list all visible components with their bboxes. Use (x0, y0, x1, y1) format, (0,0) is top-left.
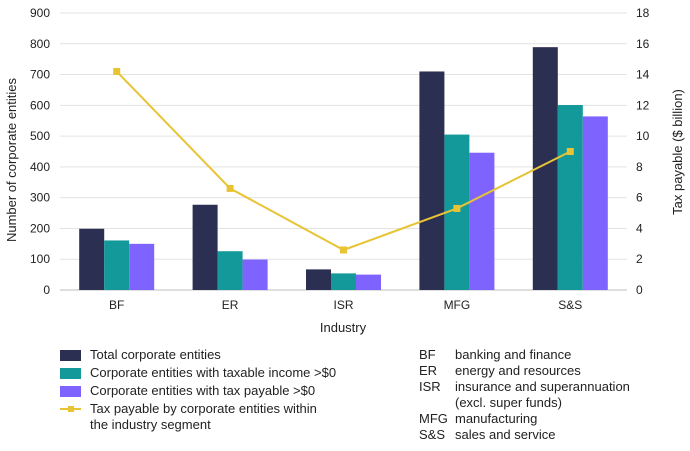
legend-line-swatch (60, 406, 81, 412)
y2-tick-label: 0 (636, 283, 643, 297)
abbreviation-code: S&S (419, 427, 446, 442)
y-tick-label: 300 (30, 191, 50, 205)
legend-item-tax-line: Tax payable by corporate entities within… (60, 401, 336, 433)
x-tick-label: MFG (444, 298, 471, 312)
y2-tick-label: 2 (636, 252, 643, 266)
chart: 0 100 200 300 400 500 600 700 800 900 0 2 4 6 8 10 12 14… (4, 6, 685, 335)
bar-S&S-3 (582, 116, 608, 290)
y-tick-label: 200 (30, 221, 50, 235)
x-tick-label: S&S (558, 298, 582, 312)
abbreviation-row: MFG manufacturing (419, 411, 655, 427)
legend-swatch (60, 368, 81, 379)
legend-label: the industry segment (90, 417, 211, 432)
y-tick-label: 600 (30, 98, 50, 112)
abbreviation-code: MFG (419, 411, 448, 426)
y2-tick-label: 16 (636, 37, 650, 51)
bar-ER-3 (242, 259, 268, 290)
abbreviation-desc: banking and finance (455, 347, 572, 362)
x-axis-ticks: BF ER ISR MFG S&S (109, 298, 582, 312)
legend-label: Total corporate entities (90, 347, 221, 362)
bar-ER-1 (192, 204, 218, 290)
y-axis-left-ticks: 0 100 200 300 400 500 600 700 800 900 (30, 6, 50, 297)
bar-BF-3 (129, 243, 155, 290)
y2-tick-label: 4 (636, 221, 643, 235)
x-tick-label: ISR (333, 298, 353, 312)
abbreviation-row: BF banking and finance (419, 347, 655, 363)
bar-ISR-3 (356, 274, 381, 290)
legend: Total corporate entities Corporate entit… (60, 347, 336, 433)
abbreviation-desc: (excl. super funds) (455, 395, 562, 410)
y-tick-label: 500 (30, 129, 50, 143)
x-tick-label: BF (109, 298, 124, 312)
x-tick-label: ER (222, 298, 239, 312)
y2-tick-label: 10 (636, 129, 650, 143)
abbreviation-list: BF banking and finance ER energy and res… (419, 347, 655, 443)
bar-BF-2 (104, 240, 130, 290)
tax-point-BF (113, 67, 121, 75)
tax-point-ER (226, 184, 234, 192)
abbreviation-code (419, 395, 455, 411)
legend-label: Corporate entities with taxable income >… (90, 365, 337, 380)
abbreviation-desc: manufacturing (455, 411, 538, 426)
tax-point-S&S (566, 148, 574, 155)
abbreviation-desc: insurance and superannuation (455, 379, 630, 394)
abbreviation-code: ISR (419, 379, 441, 394)
y2-tick-label: 6 (636, 191, 643, 205)
abbreviation-row: (excl. super funds) (419, 395, 655, 411)
abbreviation-row: S&S sales and service (419, 427, 655, 443)
abbreviation-code: BF (419, 347, 436, 362)
y-tick-label: 900 (30, 6, 50, 20)
bar-MFG-1 (419, 71, 445, 290)
bar-MFG-3 (469, 152, 495, 290)
bar-BF-1 (79, 228, 105, 290)
abbreviation-row: ER energy and resources (419, 363, 655, 379)
y2-tick-label: 12 (636, 98, 650, 112)
legend-item-taxable-income: Corporate entities with taxable income >… (60, 365, 336, 381)
abbreviation-desc: sales and service (455, 427, 556, 442)
legend-item-tax-payable: Corporate entities with tax payable >$0 (60, 383, 336, 399)
y2-tick-label: 14 (636, 68, 650, 82)
y-tick-label: 800 (30, 37, 50, 51)
y-axis-label: Number of corporate entities (4, 77, 19, 242)
bar-S&S-2 (557, 105, 583, 290)
legend-label: Corporate entities with tax payable >$0 (90, 383, 316, 398)
bar-ER-2 (217, 251, 243, 290)
legend-swatch (60, 350, 81, 361)
bar-ISR-1 (306, 269, 331, 290)
legend-item-total: Total corporate entities (60, 347, 336, 363)
y2-axis-label: Tax payable ($ billion) (670, 89, 685, 215)
y-tick-label: 700 (30, 68, 50, 82)
abbreviation-desc: energy and resources (455, 363, 581, 378)
tax-point-ISR (340, 246, 347, 254)
y-tick-label: 400 (30, 160, 50, 174)
tax-line-path (115, 70, 571, 252)
legend-label: Tax payable by corporate entities within (90, 401, 317, 416)
gridlines (60, 12, 627, 291)
y2-tick-label: 8 (636, 160, 643, 174)
bar-ISR-2 (331, 273, 356, 290)
abbreviation-code: ER (419, 363, 438, 378)
bars (79, 47, 608, 291)
y2-tick-label: 18 (636, 6, 650, 20)
x-axis-label: Industry (320, 320, 367, 335)
y-tick-label: 100 (30, 252, 50, 266)
tax-point-MFG (453, 204, 461, 212)
y-axis-right-ticks: 0 2 4 6 8 10 12 14 16 18 (636, 6, 650, 297)
abbreviation-row: ISR insurance and superannuation (419, 379, 655, 395)
tax-line (113, 67, 574, 254)
legend-swatch (60, 386, 81, 397)
y-tick-label: 0 (43, 283, 50, 297)
